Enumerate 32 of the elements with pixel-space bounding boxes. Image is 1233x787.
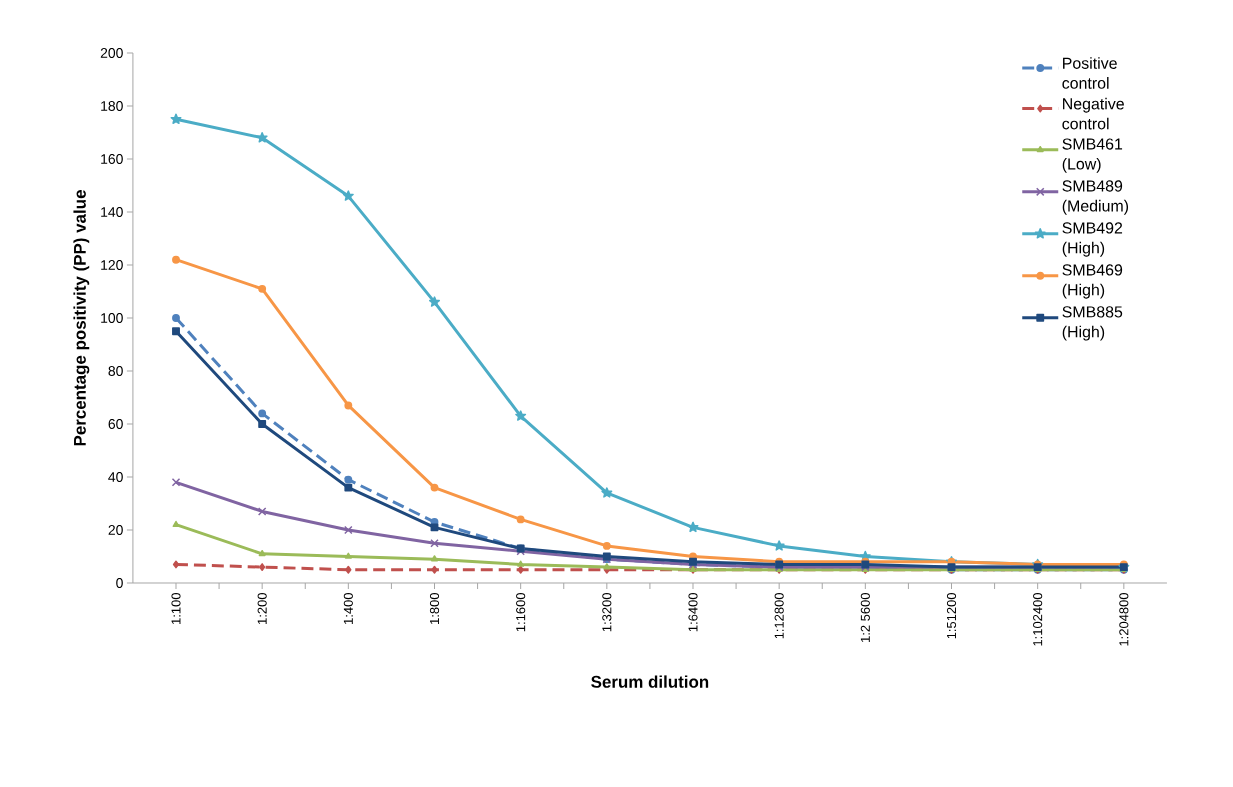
legend-label: Positive control (1062, 57, 1117, 89)
x-tick-label: 1:3200 (602, 593, 612, 632)
y-tick-label: 120 (101, 260, 123, 270)
y-tick-label: 20 (108, 525, 123, 535)
x-tick-label: 1:200 (257, 593, 267, 624)
y-tick-label: 0 (116, 578, 123, 588)
y-axis-title: Percentage positivity (PP) value (73, 190, 90, 446)
x-tick-label: 1:100 (171, 593, 181, 624)
x-tick-label: 1:102400 (1033, 593, 1043, 646)
legend-label: SMB885 (High) (1062, 306, 1123, 341)
x-axis-title: Serum dilution (591, 675, 709, 688)
y-tick-label: 60 (108, 419, 123, 429)
x-tick-label: 1:1600 (516, 593, 526, 632)
x-tick-label: 1:6400 (688, 593, 698, 632)
y-tick-label: 40 (108, 472, 123, 482)
y-tick-label: 100 (101, 313, 123, 323)
legend-label: SMB489 (Medium) (1062, 180, 1129, 215)
x-tick-label: 1:204800 (1119, 593, 1129, 646)
legend-label: SMB492 (High) (1062, 222, 1123, 257)
x-tick-label: 1:2 5600 (860, 593, 870, 642)
y-tick-label: 80 (108, 366, 123, 376)
y-tick-label: 140 (101, 207, 123, 217)
legend-label: Negative control (1062, 97, 1124, 130)
x-tick-label: 1:12800 (774, 593, 784, 639)
y-tick-label: 160 (101, 154, 123, 164)
legend-label: SMB469 (High) (1062, 264, 1123, 299)
y-tick-label: 200 (100, 48, 123, 58)
x-tick-label: 1:800 (429, 593, 440, 624)
legend-label: SMB461 (Low) (1062, 138, 1123, 173)
x-tick-label: 1:51200 (946, 593, 957, 639)
x-tick-label: 1:400 (343, 593, 353, 624)
y-tick-label: 180 (101, 101, 123, 111)
